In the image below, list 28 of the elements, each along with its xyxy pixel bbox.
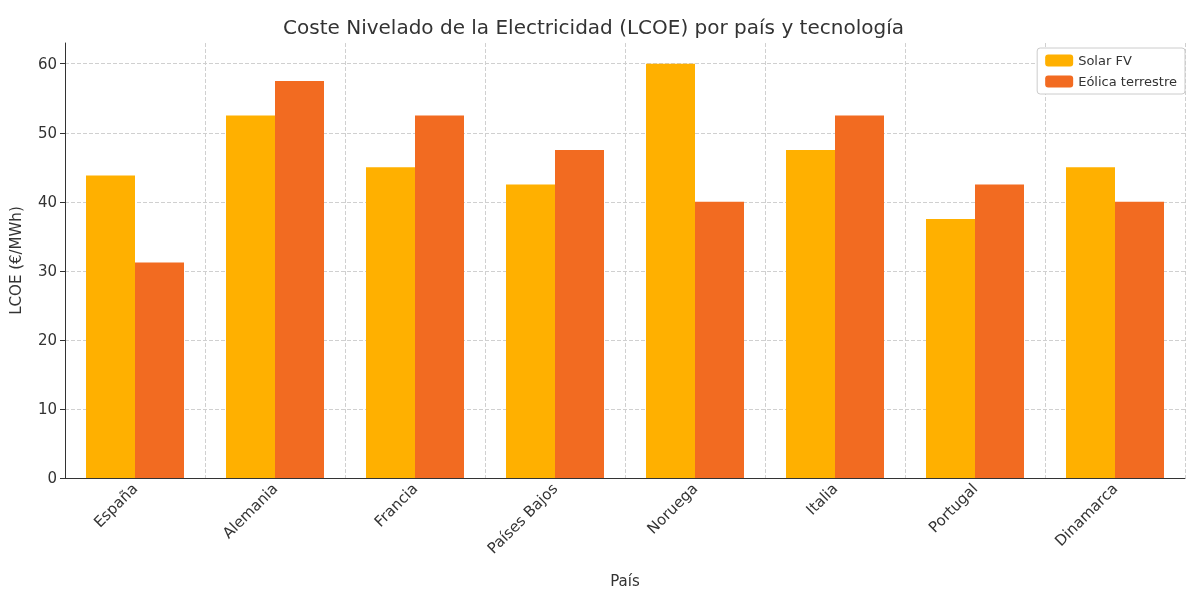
bar [506,184,555,478]
bar [1066,167,1115,478]
x-axis-title: País [610,571,640,590]
chart-title: Coste Nivelado de la Electricidad (LCOE) por país y tecnología [283,15,904,39]
bar [695,201,744,478]
bar [975,184,1024,478]
bar [555,150,604,478]
y-tick-label: 10 [37,399,57,418]
y-tick-label: 60 [37,54,57,73]
bar [1115,201,1164,478]
y-tick-label: 20 [37,330,57,349]
bar [786,150,835,478]
bar [835,115,884,478]
bar [275,80,324,478]
legend-label: Eólica terrestre [1078,74,1178,89]
bar [226,115,275,478]
bar [926,219,975,478]
bar [646,63,695,478]
bar [415,115,464,478]
y-tick-label: 50 [37,123,57,142]
bar [135,262,184,478]
y-tick-label: 0 [47,469,57,487]
bar [86,175,135,478]
y-tick-label: 40 [37,192,57,211]
legend-label: Solar FV [1078,53,1132,68]
y-tick-label: 30 [37,261,57,280]
bar [366,167,415,478]
y-axis-title: LCOE (€/MWh) [6,206,25,315]
